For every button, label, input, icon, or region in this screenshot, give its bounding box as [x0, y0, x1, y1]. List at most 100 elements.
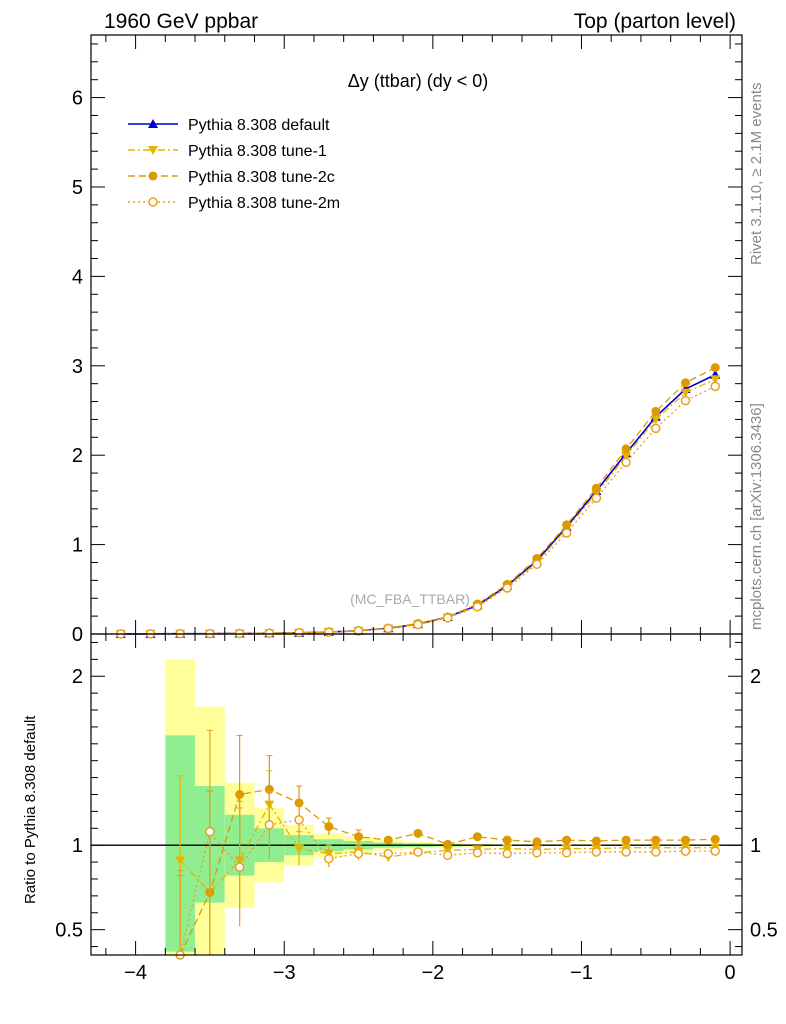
header-right: Top (parton level)	[574, 10, 736, 33]
ratio-y-tick-label: 1	[72, 835, 83, 857]
ratio-point	[532, 848, 542, 858]
mcplots-label: mcplots.cern.ch [arXiv:1306.3436]	[748, 403, 765, 630]
ratio-point	[353, 848, 364, 859]
legend-marker	[148, 197, 158, 207]
ratio-point	[205, 826, 215, 837]
ratio-y-tick-label: 2	[72, 666, 83, 688]
data-point	[680, 395, 691, 406]
data-point	[502, 583, 512, 593]
y-tick-label: 2	[72, 445, 83, 467]
ratio-y-tick-label-right: 0.5	[750, 920, 778, 942]
ratio-point	[681, 835, 691, 845]
data-point	[621, 457, 631, 468]
legend: Pythia 8.308 default Pythia 8.308 tune-1 P…	[128, 117, 340, 212]
data-point	[353, 626, 364, 636]
ratio-point	[294, 815, 304, 825]
series-line-triangle-down	[120, 378, 716, 635]
data-point	[442, 613, 453, 623]
ratio-point	[710, 846, 720, 856]
y-tick-label: 1	[72, 535, 83, 557]
ratio-point	[324, 822, 334, 832]
x-tick-label: −1	[570, 962, 593, 984]
ratio-point	[502, 835, 512, 845]
ratio-point	[264, 820, 275, 830]
x-tick-label: −3	[273, 962, 296, 984]
legend-entry: Pythia 8.308 default	[188, 117, 330, 134]
data-point	[621, 444, 631, 454]
ratio-point	[472, 832, 482, 842]
ratio-point	[710, 834, 720, 844]
legend-entry: Pythia 8.308 tune-2m	[188, 195, 340, 212]
ratio-point	[413, 828, 423, 838]
legend-marker	[148, 171, 158, 181]
data-point	[651, 423, 661, 434]
x-tick-label: 0	[725, 962, 736, 984]
legend-marker	[148, 119, 158, 128]
ratio-y-tick-label-right: 2	[750, 666, 761, 688]
main-ticks: 0 1 2 3 4 5 6	[72, 35, 742, 646]
data-point	[650, 415, 661, 425]
ratio-point	[651, 847, 661, 857]
data-point	[651, 406, 661, 416]
ratio-point	[234, 862, 245, 872]
data-point	[472, 601, 483, 612]
ratio-point	[502, 848, 512, 859]
y-tick-label: 0	[72, 624, 83, 646]
data-point	[710, 381, 720, 392]
legend-entry: Pythia 8.308 tune-2c	[188, 169, 335, 186]
ratio-point	[562, 835, 572, 845]
data-point	[591, 493, 602, 503]
data-point	[413, 619, 423, 630]
ratio-point	[383, 848, 394, 859]
x-tick-label: −2	[421, 962, 444, 984]
x-tick-label: −4	[124, 962, 147, 984]
ratio-point	[264, 784, 274, 794]
main-plot: 0 1 2 3 4 5 6	[72, 34, 743, 646]
ratio-point	[354, 832, 364, 842]
ratio-point	[621, 835, 631, 845]
ratio-point	[175, 856, 186, 866]
ratio-point	[532, 837, 542, 847]
header-left: 1960 GeV ppbar	[104, 10, 258, 33]
data-point	[532, 559, 542, 570]
legend-marker	[148, 146, 158, 155]
ratio-point	[680, 846, 691, 856]
ratio-point	[561, 848, 572, 858]
ratio-point	[383, 835, 393, 845]
y-tick-label: 3	[72, 356, 83, 378]
ratio-plot: 0.5 0.5 1 1 2 2 −4 −3 −2 −1 0	[55, 633, 778, 984]
ratio-point	[324, 853, 334, 864]
data-point	[621, 452, 632, 462]
data-point	[681, 378, 691, 388]
ratio-y-tick-label: 0.5	[55, 920, 83, 942]
ratio-ticks: 0.5 0.5 1 1 2 2 −4 −3 −2 −1 0	[55, 634, 778, 984]
data-point	[710, 363, 720, 373]
data-point	[562, 520, 572, 530]
ratio-point	[651, 835, 661, 845]
ratio-point	[472, 848, 483, 858]
ratio-point	[413, 847, 423, 857]
ratio-point	[235, 790, 245, 799]
analysis-watermark: (MC_FBA_TTBAR)	[350, 591, 470, 607]
ratio-y-tick-label-right: 1	[750, 835, 761, 857]
ratio-y-axis-label: Ratio to Pythia 8.308 default	[22, 715, 39, 904]
data-point	[591, 483, 601, 493]
ratio-point	[591, 847, 602, 857]
y-tick-label: 4	[72, 266, 83, 288]
ratio-bands	[165, 659, 731, 955]
ratio-point	[443, 839, 453, 849]
plot-title: Δy (ttbar) (dy < 0)	[348, 71, 489, 91]
ratio-point	[294, 844, 305, 854]
ratio-point	[591, 836, 601, 846]
ratio-series	[175, 729, 721, 960]
ratio-point	[621, 847, 631, 857]
y-tick-label: 5	[72, 177, 83, 199]
data-point	[383, 623, 394, 634]
ratio-point	[442, 850, 453, 861]
data-point	[294, 627, 304, 638]
y-tick-label: 6	[72, 88, 83, 110]
rivet-label: Rivet 3.1.10, ≥ 2.1M events	[748, 83, 765, 266]
data-point	[264, 628, 275, 638]
data-point	[680, 388, 691, 398]
